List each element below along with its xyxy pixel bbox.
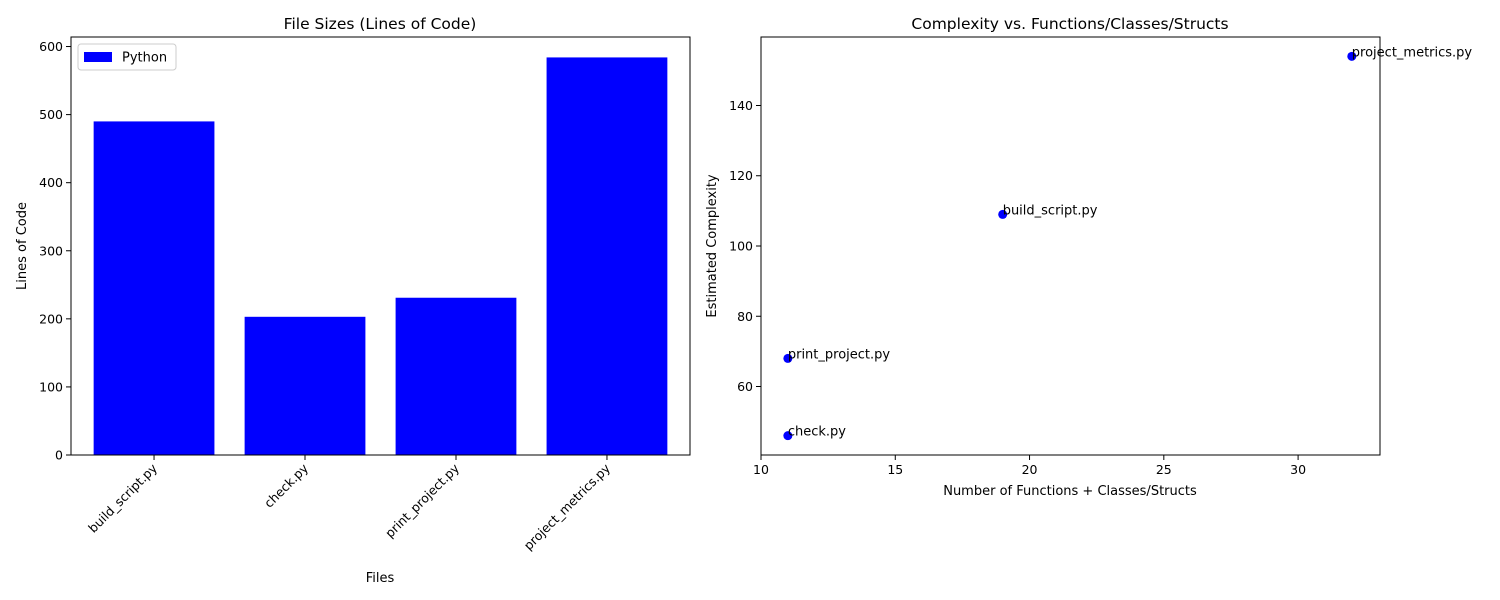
bar-chart: File Sizes (Lines of Code) 0 100 200 300 400… <box>15 15 691 586</box>
bar <box>546 57 668 455</box>
bar <box>395 297 517 455</box>
scatter-point <box>1347 51 1357 61</box>
y-tick-label: 0 <box>55 448 63 463</box>
y-tick-label: 100 <box>729 239 753 254</box>
bar <box>244 316 366 455</box>
scatter-point <box>783 353 793 363</box>
y-tick-label: 400 <box>39 175 63 190</box>
y-tick-label: 80 <box>737 309 753 324</box>
bar-chart-title: File Sizes (Lines of Code) <box>284 15 477 33</box>
y-tick-label: 140 <box>729 98 753 113</box>
x-tick-label: build_script.py <box>85 460 160 535</box>
bar-y-axis-label: Lines of Code <box>15 202 30 290</box>
y-tick-label: 500 <box>39 107 63 122</box>
scatter-y-axis-label: Estimated Complexity <box>705 174 720 318</box>
point-annotation: project_metrics.py <box>1352 45 1473 60</box>
point-annotation: build_script.py <box>1003 203 1098 218</box>
bar-plot-area: 0 100 200 300 400 500 600 build_script.py check.… <box>39 36 691 553</box>
x-tick-label: 20 <box>1022 462 1038 477</box>
bar-x-axis-label: Files <box>366 571 395 586</box>
x-tick-label: check.py <box>261 460 312 511</box>
y-tick-label: 600 <box>39 39 63 54</box>
y-tick-label: 200 <box>39 311 63 326</box>
x-tick-label: print_project.py <box>382 460 463 541</box>
scatter-point <box>783 431 793 441</box>
scatter-plot-area: 10 15 20 25 30 60 80 100 120 140 build_script.pych… <box>729 36 1473 477</box>
x-tick-label: 30 <box>1290 462 1306 477</box>
legend-box <box>77 43 177 71</box>
y-tick-label: 300 <box>39 243 63 258</box>
x-tick-label: 10 <box>753 462 769 477</box>
scatter-point <box>998 209 1008 219</box>
legend-swatch <box>84 52 112 62</box>
legend-label: Python <box>122 51 167 66</box>
scatter-chart-title: Complexity vs. Functions/Classes/Structs <box>911 15 1228 33</box>
plot-frame <box>760 36 1381 456</box>
point-annotation: check.py <box>788 425 846 440</box>
bar <box>93 121 215 456</box>
y-tick-label: 100 <box>39 379 63 394</box>
scatter-chart: Complexity vs. Functions/Classes/Structs… <box>705 15 1472 499</box>
x-tick-label: 25 <box>1156 462 1172 477</box>
y-tick-label: 60 <box>737 379 753 394</box>
scatter-x-axis-label: Number of Functions + Classes/Structs <box>943 484 1197 499</box>
legend: Python <box>77 43 177 71</box>
point-annotation: print_project.py <box>788 347 891 362</box>
y-tick-label: 120 <box>729 168 753 183</box>
x-tick-label: project_metrics.py <box>521 460 614 553</box>
x-tick-label: 15 <box>887 462 903 477</box>
plot-frame <box>70 36 691 456</box>
